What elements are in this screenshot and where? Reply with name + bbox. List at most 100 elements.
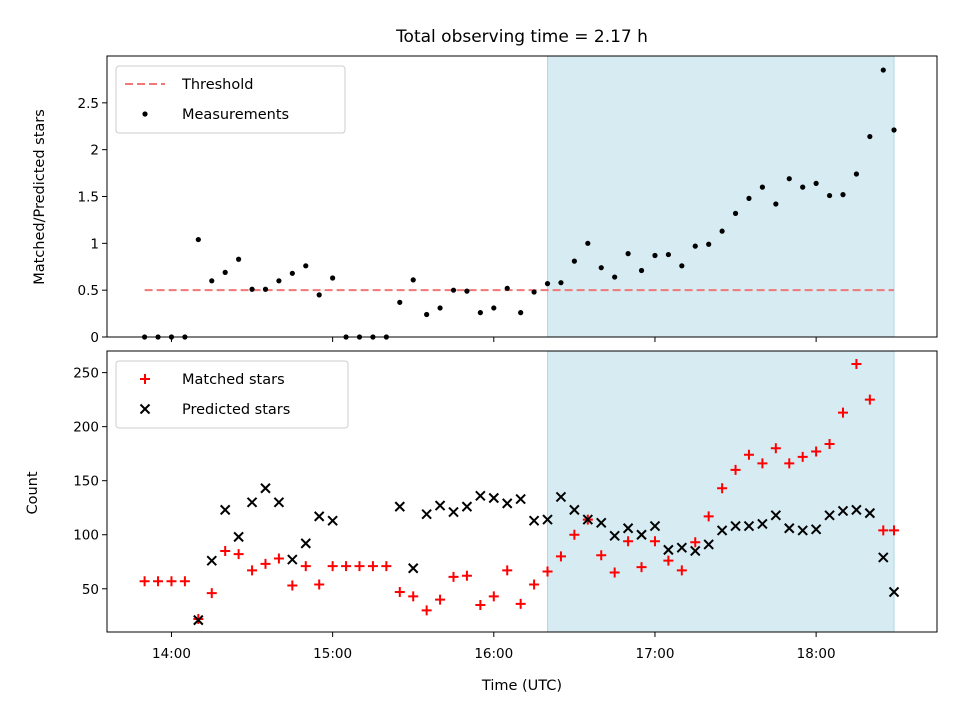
measurement-point — [638, 267, 645, 274]
matched-star-point — [878, 525, 889, 536]
measurement-point — [800, 184, 806, 190]
matched-star-point — [851, 358, 862, 369]
predicted-star-point — [743, 520, 755, 532]
matched-star-point — [784, 458, 795, 469]
measurement-point — [840, 192, 846, 198]
y-axis-label-count: Count — [25, 471, 41, 514]
measurement-point — [571, 258, 577, 264]
matched-star-point — [287, 580, 298, 591]
legend-box — [115, 360, 349, 429]
measurement-point — [477, 310, 483, 316]
count-panel: Count Time (UTC) 50 100 150 200 250 14:00 15:0… — [25, 350, 938, 694]
y-tick-label: 1 — [90, 236, 99, 252]
predicted-star-point — [434, 500, 446, 511]
predicted-star-point — [300, 538, 311, 549]
matched-star-point — [273, 553, 284, 564]
measurement-point — [665, 251, 671, 258]
matched-star-point — [864, 394, 875, 405]
matched-star-point — [636, 562, 647, 573]
predicted-star-point — [461, 501, 473, 512]
predicted-star-point — [824, 510, 835, 521]
predicted-star-point — [596, 517, 607, 529]
legend-measurements-swatch — [142, 111, 148, 117]
predicted-star-point — [260, 483, 271, 494]
matched-star-point — [502, 565, 513, 576]
y-tick-label: 200 — [73, 420, 99, 436]
predicted-star-point — [394, 501, 405, 512]
matched-star-point — [461, 570, 472, 581]
matched-star-point — [448, 571, 459, 582]
predicted-star-point — [770, 510, 782, 521]
measurement-point — [195, 236, 201, 243]
predicted-star-point — [515, 493, 526, 505]
measurement-point — [585, 240, 591, 246]
predicted-star-point — [676, 542, 688, 553]
matched-star-point — [421, 605, 432, 616]
measurement-point — [303, 263, 309, 269]
predicted-star-point — [287, 554, 298, 565]
x-tick-label: 14:00 — [152, 646, 191, 662]
predicted-star-point — [864, 507, 876, 519]
matched-star-point — [676, 565, 687, 576]
chart-title: Total observing time = 2.17 h — [395, 27, 648, 47]
measurement-point — [410, 277, 416, 283]
matched-star-point — [889, 525, 900, 536]
measurement-point — [625, 251, 631, 257]
matched-star-point — [743, 449, 754, 460]
matched-star-point — [314, 579, 325, 590]
legend: Threshold Measurements — [115, 65, 346, 134]
matched-star-point — [247, 565, 258, 576]
measurement-point — [652, 252, 658, 259]
y-tick-label: 250 — [73, 366, 99, 382]
measurement-point — [692, 243, 698, 249]
x-tick-label: 17:00 — [636, 646, 675, 662]
measurement-point — [598, 265, 604, 271]
measurement-point — [759, 184, 766, 190]
predicted-star-point — [475, 490, 486, 502]
predicted-star-point — [206, 555, 217, 566]
measurement-point — [450, 287, 457, 293]
matched-star-point — [206, 588, 217, 599]
predicted-star-point — [636, 529, 647, 540]
predicted-star-point — [246, 497, 258, 508]
measurement-point — [612, 274, 618, 280]
predicted-star-point — [555, 491, 567, 503]
measurement-point — [891, 127, 897, 133]
matched-star-point — [529, 579, 540, 590]
predicted-star-point — [488, 492, 500, 504]
ratio-panel: Matched/Predicted stars 0 0.5 1 1.5 2 2.5 Thre… — [32, 55, 938, 346]
predicted-star-point — [663, 544, 674, 556]
predicted-star-point — [502, 498, 513, 509]
predicted-star-point — [690, 545, 701, 557]
matched-star-point — [260, 558, 271, 569]
matched-star-point — [623, 536, 634, 547]
matched-star-point — [757, 458, 768, 469]
predicted-star-point — [569, 504, 580, 516]
measurement-point — [464, 288, 470, 294]
predicted-star-point — [810, 524, 822, 535]
x-tick-label: 18:00 — [797, 646, 836, 662]
measurement-point — [746, 195, 752, 201]
matched-star-point — [381, 561, 392, 572]
x-axis-label: Time (UTC) — [481, 678, 562, 694]
matched-star-point — [837, 407, 848, 418]
legend: Matched stars Predicted stars — [115, 360, 349, 429]
matched-star-point — [179, 576, 190, 587]
matched-star-point — [690, 537, 701, 548]
y-tick-label: 0.5 — [78, 283, 99, 299]
predicted-star-point — [421, 508, 432, 520]
matched-star-point — [435, 594, 446, 605]
measurement-point — [732, 210, 739, 216]
measurement-point — [867, 133, 873, 140]
measurement-point — [719, 228, 725, 234]
measurement-point — [276, 278, 282, 284]
measurement-point — [397, 299, 403, 305]
y-axis-label-ratio: Matched/Predicted stars — [32, 109, 48, 285]
matched-star-point — [233, 549, 244, 560]
predicted-star-point — [219, 504, 231, 516]
matched-star-point — [153, 576, 164, 587]
x-tick-label: 15:00 — [313, 646, 352, 662]
matched-star-point — [354, 561, 365, 572]
matched-star-point — [542, 566, 553, 577]
